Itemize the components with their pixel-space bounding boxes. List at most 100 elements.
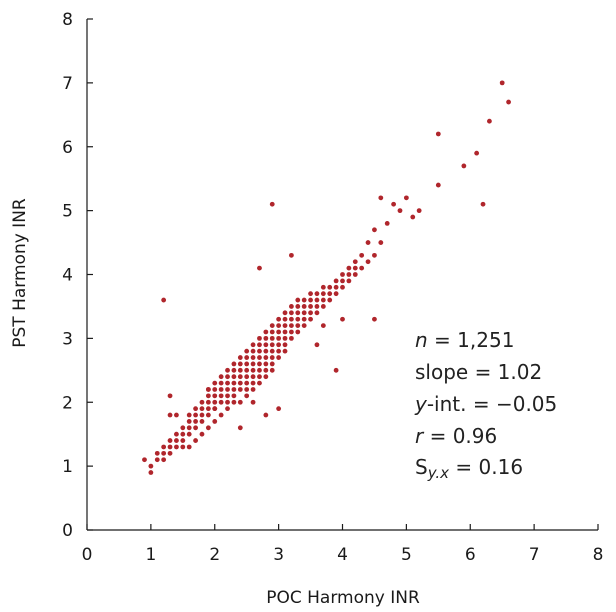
data-point — [174, 438, 179, 443]
data-point — [314, 310, 320, 316]
data-point — [218, 393, 224, 399]
stat-n-label: n — [415, 328, 428, 352]
y-tick-label: 5 — [62, 202, 73, 222]
data-point — [186, 425, 192, 431]
data-point — [391, 201, 396, 207]
data-point — [301, 297, 307, 303]
data-point — [384, 221, 390, 226]
data-point — [487, 118, 492, 124]
data-point — [263, 355, 269, 360]
data-point — [225, 387, 230, 392]
data-point — [282, 316, 288, 322]
data-point — [154, 457, 160, 463]
data-point — [295, 329, 301, 335]
stat-syx-sub: y.x — [427, 464, 449, 482]
y-axis-title: PST Harmony INR — [10, 198, 30, 348]
data-point — [250, 361, 256, 367]
data-point — [314, 297, 320, 303]
data-point — [244, 361, 250, 367]
data-point — [244, 348, 250, 354]
data-point — [199, 412, 205, 418]
stats-annotation: n = 1,251 slope = 1.02 y-int. = −0.05 r … — [414, 328, 557, 482]
data-point — [320, 323, 326, 328]
data-point — [333, 278, 339, 284]
data-point — [257, 361, 262, 367]
data-point — [148, 463, 154, 469]
data-point — [231, 393, 237, 399]
data-point — [148, 470, 154, 475]
data-point — [269, 355, 275, 360]
data-point — [378, 195, 384, 201]
data-point — [167, 412, 173, 418]
data-point — [237, 361, 243, 367]
data-point — [327, 297, 333, 303]
data-point — [161, 450, 167, 456]
data-point — [257, 348, 262, 354]
data-point — [276, 335, 282, 341]
data-point — [314, 342, 320, 348]
data-point — [506, 99, 511, 105]
stat-syx: Sy.x = 0.16 — [415, 455, 523, 482]
data-point — [257, 367, 262, 373]
stat-syx-label: S — [415, 455, 428, 479]
data-point — [320, 284, 326, 290]
data-point — [212, 380, 218, 386]
data-point — [263, 342, 269, 348]
data-point — [205, 387, 211, 392]
data-point — [199, 399, 205, 405]
stat-slope: slope = 1.02 — [415, 360, 542, 384]
data-point — [333, 284, 339, 290]
data-point — [250, 367, 256, 373]
data-point — [167, 450, 173, 456]
data-point — [174, 431, 179, 437]
data-point — [435, 182, 441, 188]
data-point — [231, 399, 237, 405]
data-point — [237, 399, 243, 405]
data-point — [276, 348, 282, 354]
y-tick-label: 6 — [62, 138, 73, 158]
data-point — [301, 304, 307, 309]
data-point — [225, 367, 230, 373]
data-point — [244, 374, 250, 380]
data-point — [276, 323, 282, 328]
data-point — [295, 304, 301, 309]
data-point — [301, 310, 307, 316]
data-point — [333, 291, 339, 297]
data-point — [263, 361, 269, 367]
data-point — [308, 291, 313, 297]
x-tick-label: 0 — [82, 545, 93, 565]
data-point — [199, 419, 205, 424]
stat-r-value: = 0.96 — [423, 424, 497, 448]
data-point — [225, 399, 230, 405]
data-point — [205, 425, 211, 431]
data-point — [308, 297, 313, 303]
data-point — [193, 406, 198, 412]
data-point — [461, 163, 467, 169]
data-point — [295, 323, 301, 328]
data-point — [244, 393, 250, 399]
stat-yint: y-int. = −0.05 — [414, 392, 557, 416]
data-point — [289, 323, 294, 328]
data-point — [218, 380, 224, 386]
data-point — [180, 431, 186, 437]
data-point — [276, 329, 282, 335]
x-tick-label: 5 — [401, 545, 412, 565]
y-tick-label: 7 — [62, 74, 73, 94]
data-point — [257, 355, 262, 360]
data-point — [340, 278, 345, 284]
x-tick-label: 3 — [273, 545, 284, 565]
data-point — [289, 335, 294, 341]
data-point — [225, 393, 230, 399]
data-point — [180, 444, 186, 450]
data-point — [199, 406, 205, 412]
stat-yint-label: y — [414, 392, 428, 416]
data-point — [352, 259, 358, 265]
data-point — [276, 342, 282, 348]
y-tick-label: 0 — [62, 521, 73, 541]
data-point — [205, 399, 211, 405]
data-point — [142, 457, 147, 463]
data-point — [352, 272, 358, 277]
data-point — [250, 374, 256, 380]
data-point — [378, 240, 384, 245]
data-point — [359, 252, 365, 258]
